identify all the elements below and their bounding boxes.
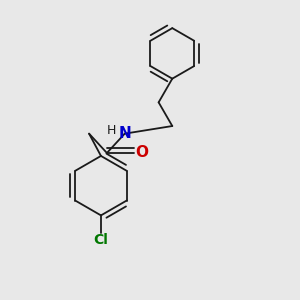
Text: H: H	[107, 124, 116, 137]
Text: Cl: Cl	[94, 233, 108, 247]
Text: O: O	[136, 146, 148, 160]
Text: N: N	[118, 126, 131, 141]
